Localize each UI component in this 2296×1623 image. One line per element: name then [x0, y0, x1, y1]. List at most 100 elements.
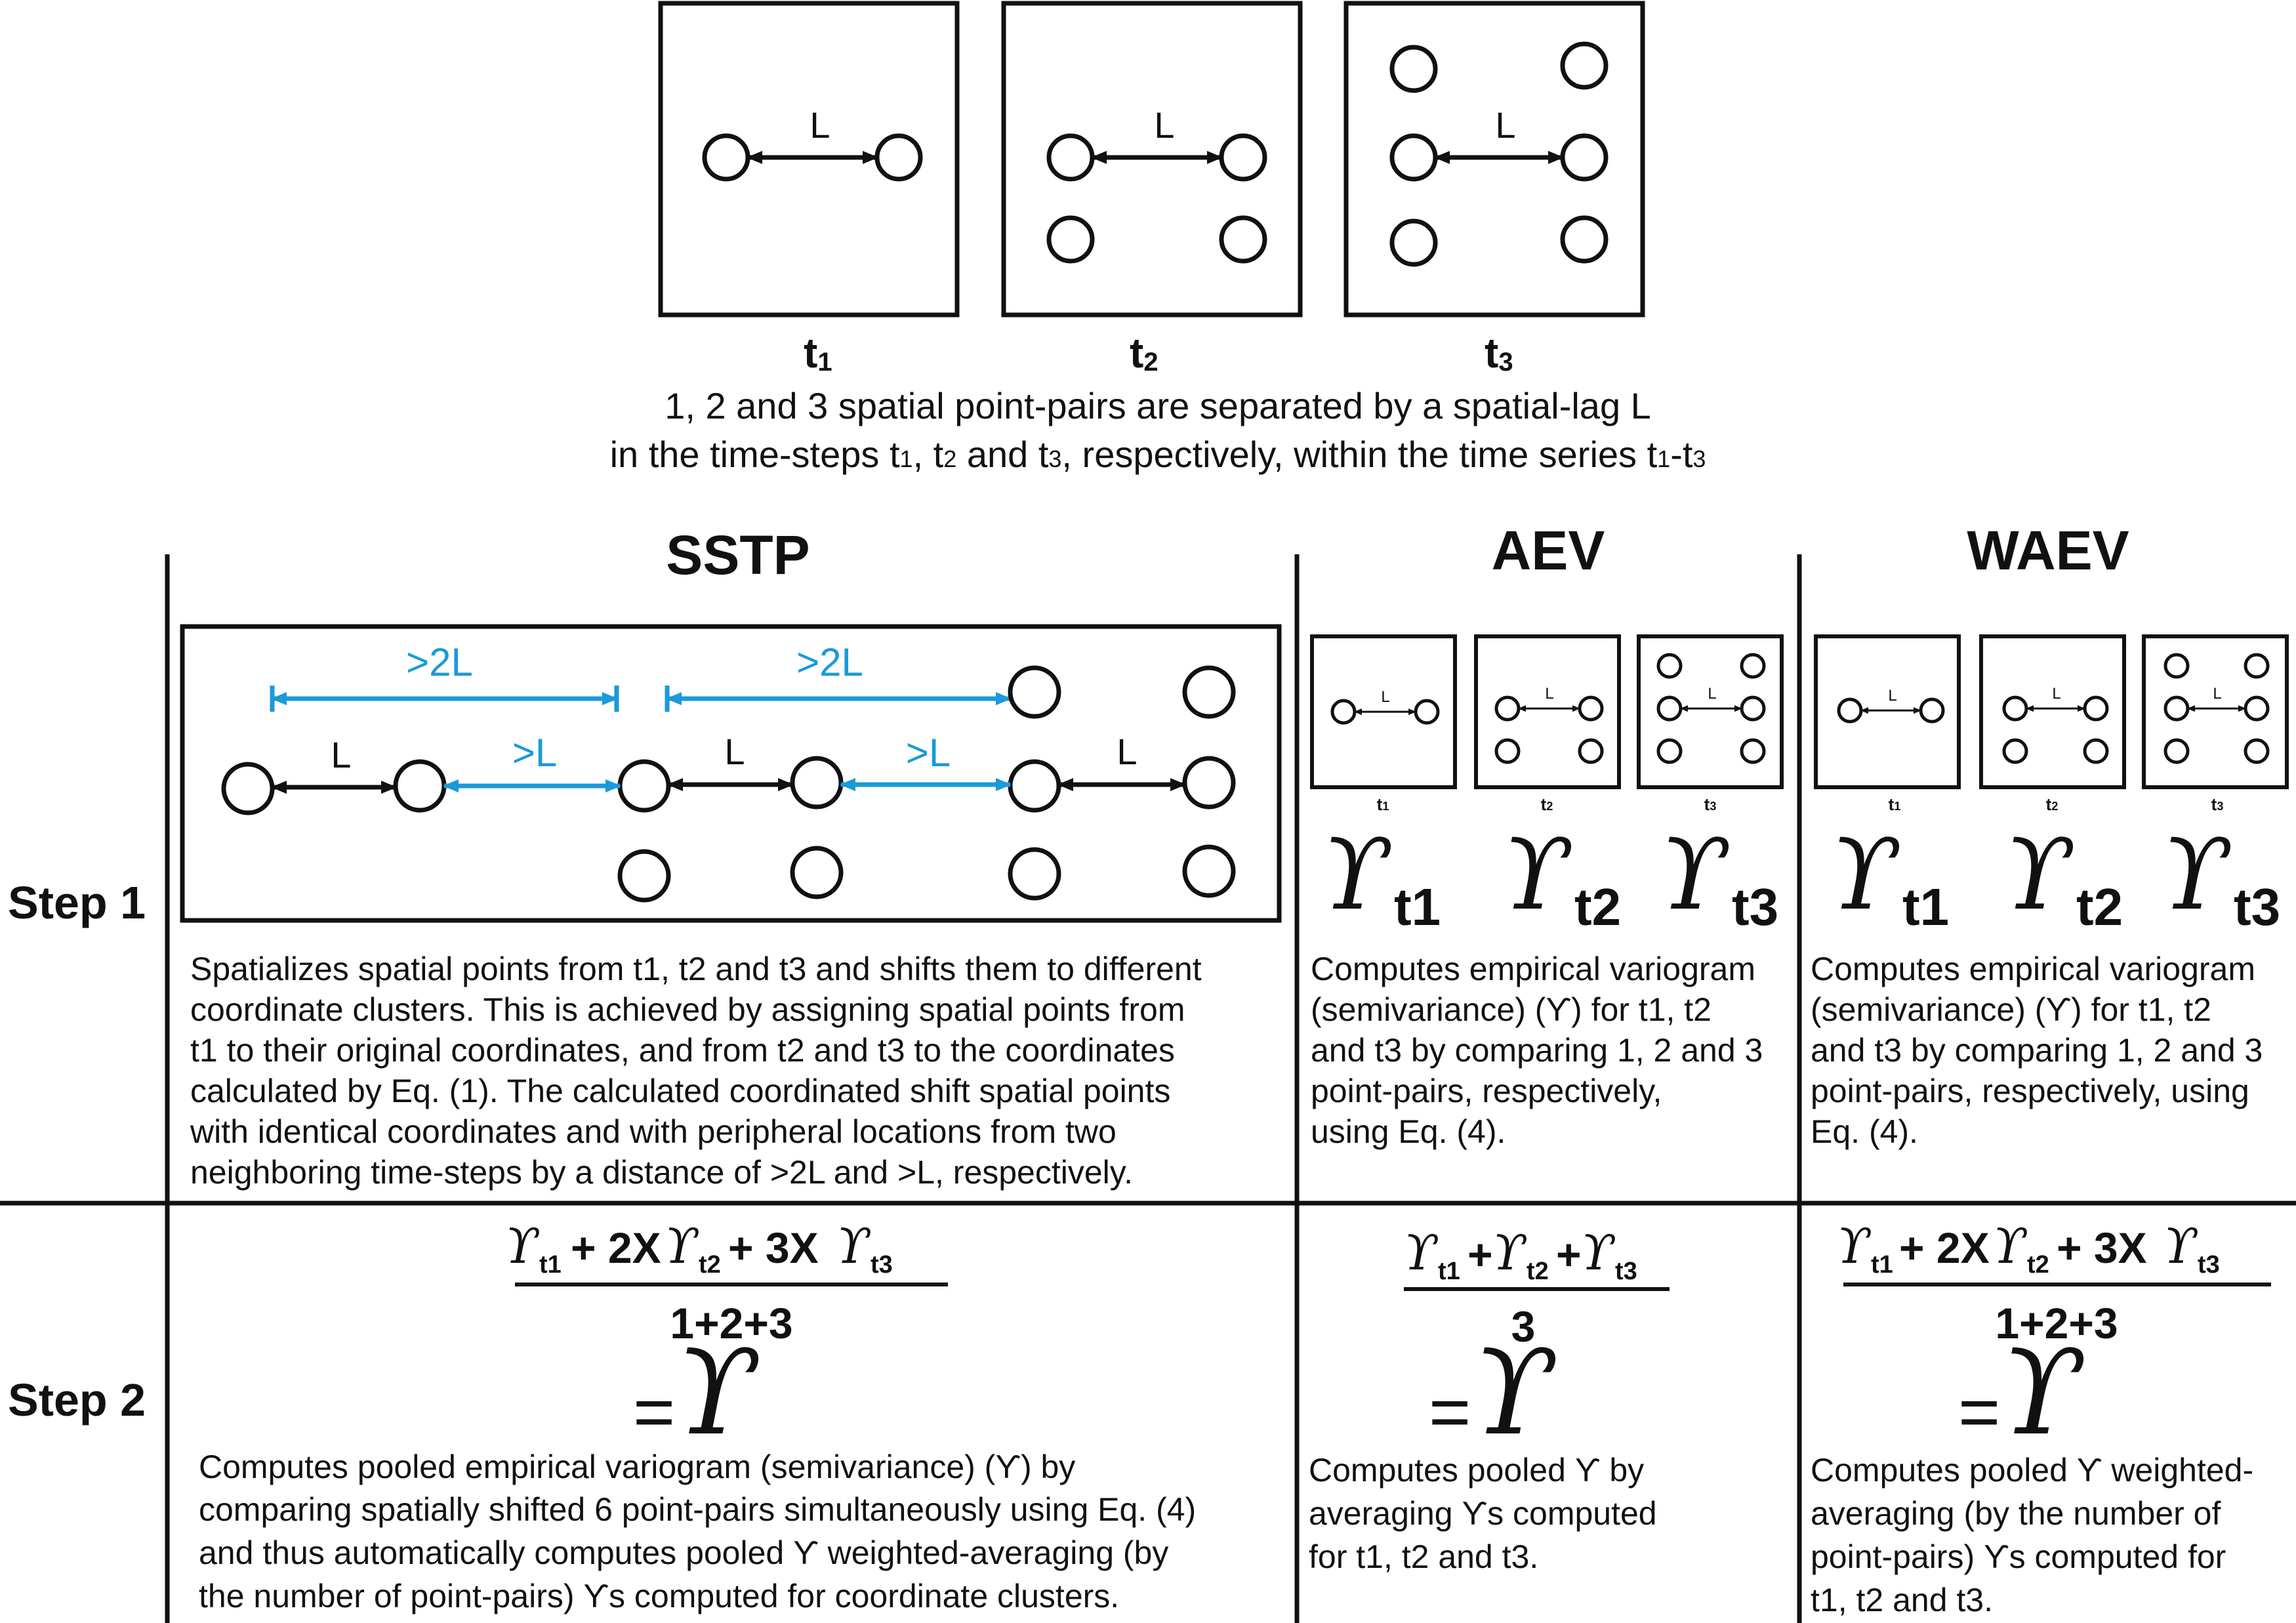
text-line: point-pairs, respectively, — [1311, 1073, 1662, 1109]
point — [790, 846, 844, 899]
point — [617, 759, 671, 813]
text-line: coordinate clusters. This is achieved by… — [190, 991, 1185, 1028]
formula-operator: + 2X — [1899, 1223, 1990, 1272]
text-line: Computes empirical variogram — [1811, 951, 2255, 987]
column-header-waev: WAEV — [1967, 520, 2129, 581]
text-line: Spatializes spatial points from t1, t2 a… — [190, 951, 1202, 987]
lag-label: L — [1381, 688, 1389, 706]
gamma-symbol: ϒ — [1660, 818, 1730, 932]
caption-line-2: in the time-steps t1, t2 and t3, respect… — [610, 434, 1706, 475]
point — [702, 133, 750, 182]
point — [1389, 218, 1438, 267]
lag-label: L — [810, 104, 830, 146]
gt2l-label: >2L — [796, 640, 863, 684]
equals-sign: = — [1958, 1372, 2000, 1452]
gamma-symbol: ϒ — [1492, 1225, 1527, 1281]
lag-label: L — [1117, 731, 1137, 772]
point — [1008, 759, 1061, 813]
aev-small-panels: L L L t1 t2 t3 — [1310, 634, 1784, 814]
point — [1560, 133, 1609, 182]
point — [790, 756, 844, 810]
aev-step2-text: Computes pooled ϒ by averaging ϒs comput… — [1309, 1452, 1657, 1575]
gamma-subscript: t2 — [2027, 1251, 2049, 1279]
gamma-symbol: ϒ — [1502, 818, 1572, 932]
lag-label: L — [2052, 685, 2060, 703]
column-header-sstp: SSTP — [666, 524, 810, 586]
pooled-gamma: ϒ — [676, 1325, 760, 1462]
small-label-t3: t3 — [2211, 794, 2224, 814]
gamma-symbol: ϒ — [1837, 1218, 1872, 1275]
point — [393, 759, 447, 813]
point — [1560, 41, 1609, 90]
gamma-symbol: ϒ — [1322, 818, 1392, 932]
text-line: point-pairs) ϒs computed for — [1811, 1538, 2226, 1575]
caption-line-1: 1, 2 and 3 spatial point-pairs are separ… — [665, 385, 1651, 426]
point — [1182, 756, 1236, 810]
point — [1008, 665, 1061, 719]
text-line: the number of point-pairs) ϒs computed f… — [199, 1578, 1119, 1614]
small-label-t2: t2 — [1541, 794, 1553, 814]
gamma-subscript: t1 — [1902, 878, 1949, 936]
waev-step1-text: Computes empirical variogram (semivarian… — [1811, 951, 2263, 1150]
point — [1182, 844, 1236, 898]
sstp-diagram: >2L >2L L L L >L >L — [180, 624, 1282, 923]
point — [1008, 847, 1061, 901]
point — [1046, 133, 1095, 182]
gt2l-label: >2L — [406, 640, 473, 684]
lag-label: L — [1545, 685, 1553, 703]
waev-gamma-row: ϒ t1 ϒ t2 ϒ t3 — [1830, 818, 2280, 936]
text-line: Computes empirical variogram — [1311, 951, 1755, 987]
text-line: calculated by Eq. (1). The calculated co… — [190, 1073, 1170, 1109]
point — [1389, 45, 1438, 93]
gamma-subscript: t1 — [1438, 1258, 1460, 1285]
top-panel-t1: L — [658, 1, 960, 318]
equals-sign: = — [1429, 1372, 1471, 1452]
gamma-subscript: t3 — [1615, 1258, 1637, 1285]
sstp-step2-text: Computes pooled empirical variogram (sem… — [199, 1448, 1196, 1614]
lag-label: L — [1708, 685, 1716, 703]
top-label-t3: t3 — [1485, 329, 1513, 377]
gamma-symbol: ϒ — [1830, 818, 1900, 932]
text-line: t1, t2 and t3. — [1811, 1582, 1993, 1618]
text-line: averaging ϒs computed — [1309, 1495, 1657, 1532]
gamma-symbol: ϒ — [1993, 1218, 2028, 1275]
waev-step2-text: Computes pooled ϒ weighted- averaging (b… — [1811, 1452, 2253, 1618]
text-line: neighboring time-steps by a distance of … — [190, 1154, 1133, 1191]
point — [1219, 133, 1267, 182]
lag-label: L — [1495, 104, 1515, 146]
formula-denominator: 1+2+3 — [1995, 1299, 2118, 1347]
gamma-subscript: t2 — [2076, 878, 2123, 936]
text-line: (semivariance) (ϒ) for t1, t2 — [1811, 991, 2211, 1028]
step-2-label: Step 2 — [8, 1374, 146, 1426]
lag-label: L — [2213, 685, 2221, 703]
gtl-label: >L — [906, 731, 951, 775]
top-label-t1: t1 — [804, 329, 832, 377]
gamma-symbol: ϒ — [836, 1218, 871, 1275]
point — [617, 849, 671, 903]
gamma-subscript: t2 — [699, 1251, 721, 1279]
text-line: Computes pooled ϒ weighted- — [1811, 1452, 2253, 1489]
gamma-symbol: ϒ — [505, 1218, 540, 1275]
text-line: comparing spatially shifted 6 point-pair… — [199, 1491, 1196, 1528]
gamma-symbol: ϒ — [1404, 1225, 1439, 1281]
formula-operator: + 3X — [2057, 1223, 2147, 1272]
lag-label: L — [724, 731, 745, 772]
gamma-subscript: t2 — [1527, 1258, 1549, 1285]
pooled-gamma: ϒ — [2001, 1325, 2085, 1462]
small-label-t1: t1 — [1889, 794, 1901, 814]
text-line: using Eq. (4). — [1311, 1113, 1506, 1150]
aev-step1-text: Computes empirical variogram (semivarian… — [1311, 951, 1763, 1150]
lag-label: L — [1154, 104, 1174, 146]
gamma-subscript: t3 — [871, 1251, 893, 1279]
text-line: Computes pooled empirical variogram (sem… — [199, 1448, 1075, 1485]
text-line: Eq. (4). — [1811, 1113, 1918, 1150]
text-line: for t1, t2 and t3. — [1309, 1538, 1538, 1575]
gamma-symbol: ϒ — [2162, 818, 2232, 932]
column-header-aev: AEV — [1492, 520, 1605, 581]
gamma-subscript: t1 — [539, 1251, 562, 1279]
text-line: averaging (by the number of — [1811, 1495, 2221, 1532]
point — [1046, 215, 1095, 264]
aev-formula: ϒ t1 + ϒ t2 + ϒ t3 3 = ϒ — [1404, 1225, 1670, 1462]
gamma-subscript: t3 — [1732, 878, 1778, 936]
